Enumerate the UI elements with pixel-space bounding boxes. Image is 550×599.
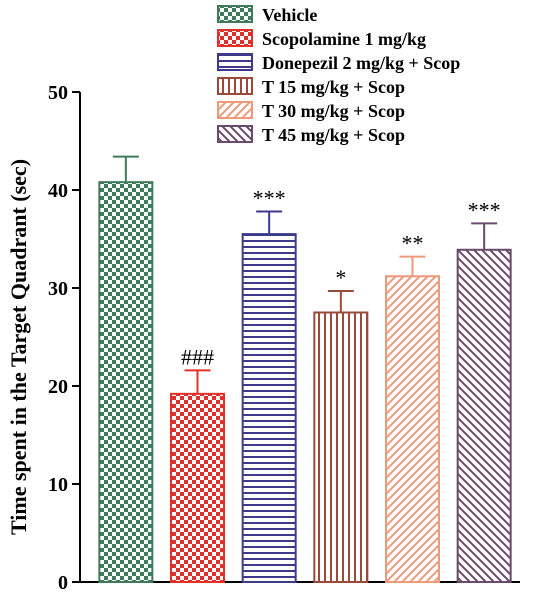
legend-label: Vehicle (262, 5, 317, 25)
significance-label: ### (181, 344, 214, 369)
bar (313, 311, 369, 583)
significance-label: * (335, 265, 346, 290)
y-tick-label: 0 (58, 572, 68, 594)
bar (98, 181, 154, 583)
y-tick-label: 20 (48, 376, 68, 398)
legend-swatch (217, 125, 253, 143)
legend-swatch (217, 5, 253, 23)
y-tick-label: 30 (48, 278, 68, 300)
legend-label: Scopolamine 1 mg/kg (262, 29, 426, 49)
significance-label: *** (468, 197, 501, 222)
bar (456, 248, 512, 583)
legend-swatch (217, 53, 253, 71)
legend-label: T 30 mg/kg + Scop (262, 101, 405, 121)
y-tick-label: 10 (48, 474, 68, 496)
significance-label: *** (253, 186, 286, 211)
y-axis-label: Time spent in the Target Quadrant (sec) (6, 159, 31, 535)
legend-swatch (217, 29, 253, 47)
bar (170, 392, 225, 583)
legend-label: T 45 mg/kg + Scop (262, 125, 405, 145)
legend-swatch (217, 101, 253, 119)
y-tick-label: 50 (48, 82, 68, 104)
legend-label: T 15 mg/kg + Scop (262, 77, 405, 97)
legend: Vehicle Scopolamine 1 mg/kg Donepezil 2 mg… (217, 5, 460, 145)
legend-label: Donepezil 2 mg/kg + Scop (262, 53, 460, 73)
bar (385, 275, 440, 583)
legend-swatch (217, 77, 253, 95)
significance-label: ** (402, 231, 424, 256)
bar (241, 233, 297, 583)
y-tick-label: 40 (48, 180, 68, 202)
bars: ###********* (98, 155, 512, 583)
